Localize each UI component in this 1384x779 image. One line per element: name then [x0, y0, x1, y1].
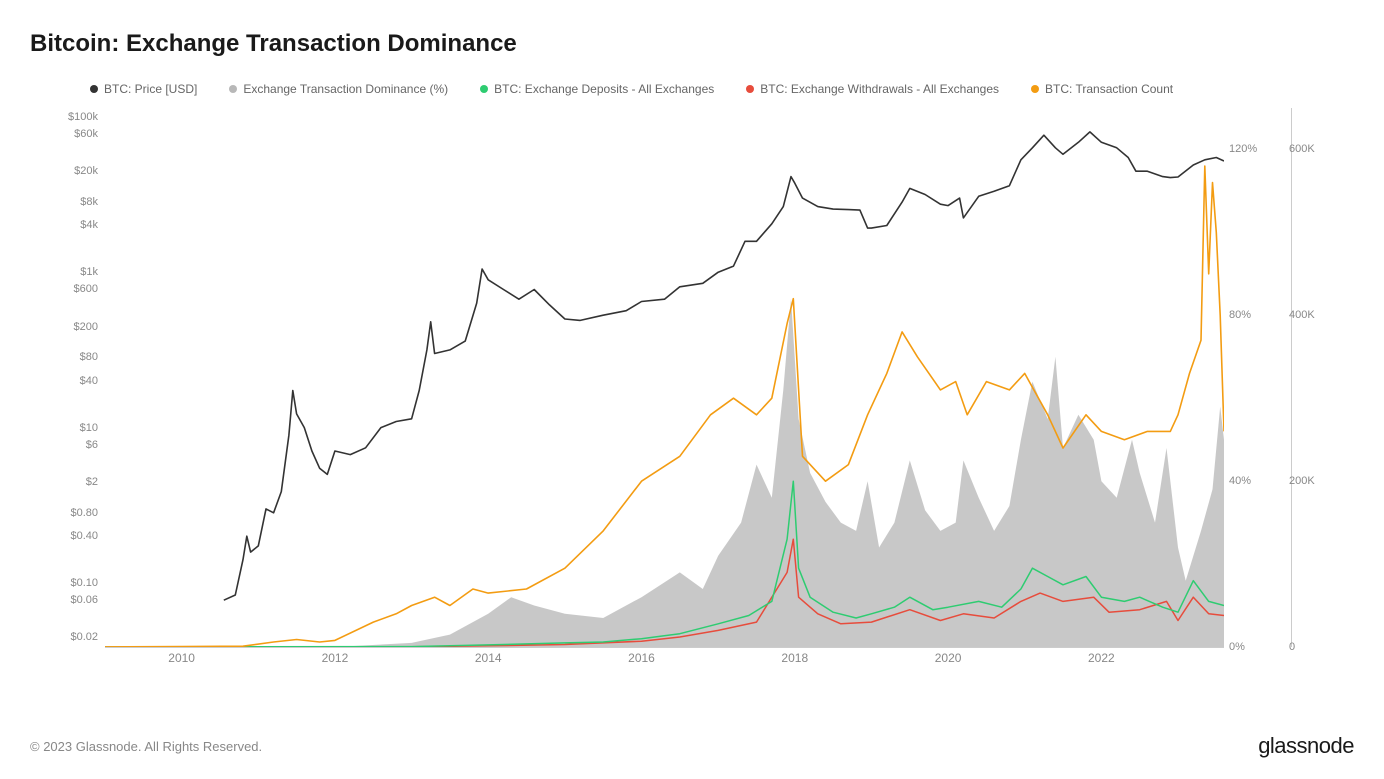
series-dominance-area: [105, 299, 1224, 647]
y-axis-count: 0200K400K600K: [1289, 108, 1349, 647]
legend-item[interactable]: BTC: Transaction Count: [1031, 82, 1173, 96]
y-tick-count: 400K: [1289, 309, 1315, 321]
y-tick-price: $8k: [80, 196, 98, 208]
y-tick-percent: 80%: [1229, 309, 1251, 321]
y-tick-count: 200K: [1289, 475, 1315, 487]
y-tick-price: $0.40: [70, 530, 98, 542]
x-tick-year: 2020: [935, 651, 962, 665]
y-tick-price: $200: [74, 321, 98, 333]
legend-label: Exchange Transaction Dominance (%): [243, 82, 448, 96]
x-tick-year: 2016: [628, 651, 655, 665]
legend-marker-icon: [1031, 85, 1039, 93]
legend-marker-icon: [90, 85, 98, 93]
legend-label: BTC: Price [USD]: [104, 82, 197, 96]
y-tick-price: $20k: [74, 165, 98, 177]
legend-label: BTC: Exchange Deposits - All Exchanges: [494, 82, 714, 96]
legend-marker-icon: [746, 85, 754, 93]
x-tick-year: 2010: [168, 651, 195, 665]
y-tick-price: $2: [86, 476, 98, 488]
y-tick-price: $60k: [74, 128, 98, 140]
x-tick-year: 2018: [781, 651, 808, 665]
y-tick-price: $0.10: [70, 577, 98, 589]
y-tick-price: $0.02: [70, 631, 98, 643]
legend-label: BTC: Exchange Withdrawals - All Exchange…: [760, 82, 999, 96]
x-tick-year: 2014: [475, 651, 502, 665]
x-tick-year: 2012: [322, 651, 349, 665]
y-tick-price: $4k: [80, 219, 98, 231]
y-tick-percent: 120%: [1229, 143, 1257, 155]
y-tick-price: $0.80: [70, 507, 98, 519]
chart-legend: BTC: Price [USD] Exchange Transaction Dom…: [30, 82, 1354, 96]
x-axis-years: 2010 2012 2014 2016 2018 2020 2022: [105, 651, 1224, 671]
y-tick-count: 0: [1289, 641, 1295, 653]
chart-title: Bitcoin: Exchange Transaction Dominance: [30, 30, 1354, 58]
copyright-text: © 2023 Glassnode. All Rights Reserved.: [30, 739, 262, 754]
legend-item[interactable]: BTC: Exchange Deposits - All Exchanges: [480, 82, 714, 96]
brand-logo: glassnode: [1258, 733, 1354, 759]
y-tick-percent: 40%: [1229, 475, 1251, 487]
y-tick-count: 600K: [1289, 143, 1315, 155]
chart-plot-area: $0.02$0.06$0.10$0.40$0.80$2$6$10$40$80$2…: [105, 108, 1224, 648]
y-tick-price: $40: [80, 375, 98, 387]
y-axis-percent: 0%40%80%120%: [1229, 108, 1279, 647]
legend-item[interactable]: Exchange Transaction Dominance (%): [229, 82, 448, 96]
x-tick-year: 2022: [1088, 651, 1115, 665]
legend-label: BTC: Transaction Count: [1045, 82, 1173, 96]
y-tick-price: $600: [74, 283, 98, 295]
legend-marker-icon: [229, 85, 237, 93]
y-tick-price: $80: [80, 351, 98, 363]
chart-svg: [105, 108, 1224, 647]
y-tick-percent: 0%: [1229, 641, 1245, 653]
y-tick-price: $6: [86, 439, 98, 451]
y-tick-price: $100k: [68, 111, 98, 123]
y-tick-price: $0.06: [70, 594, 98, 606]
y-axis-price: $0.02 $0.06 $0.10 $0.40 $0.80 $2 $6 $10 $40 $80 $2…: [30, 108, 98, 647]
legend-marker-icon: [480, 85, 488, 93]
legend-item[interactable]: BTC: Exchange Withdrawals - All Exchange…: [746, 82, 999, 96]
y-tick-price: $10: [80, 422, 98, 434]
y-tick-price: $1k: [80, 266, 98, 278]
chart-container: BTC: Price [USD] Exchange Transaction Dom…: [30, 82, 1354, 702]
legend-item[interactable]: BTC: Price [USD]: [90, 82, 197, 96]
